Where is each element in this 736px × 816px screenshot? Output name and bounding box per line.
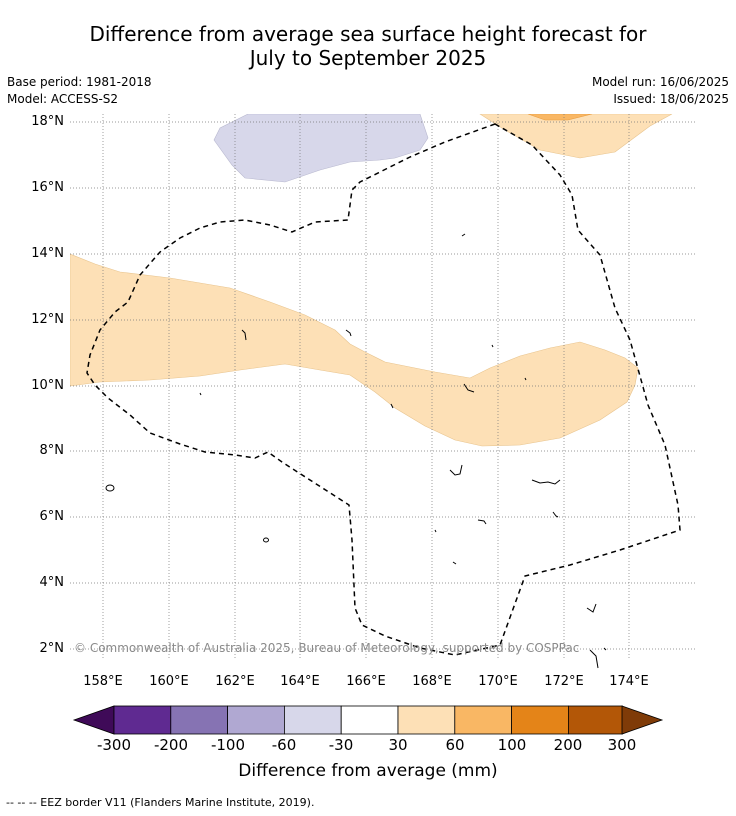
- title-line-2: July to September 2025: [249, 46, 487, 70]
- colorbar-swatch: [170, 705, 229, 735]
- model-name: Model: ACCESS-S2: [7, 92, 119, 106]
- gridlines: [70, 114, 695, 658]
- colorbar-swatch: [568, 705, 623, 735]
- island: [477, 519, 487, 525]
- island: [491, 344, 494, 348]
- eez-legend-note: -- -- -- EEZ border V11 (Flanders Marine…: [6, 796, 315, 809]
- model-run: Model run: 16/06/2025: [591, 75, 729, 89]
- lon-label-158e: 158°E: [83, 674, 123, 689]
- colorbar-tick: 200: [553, 736, 583, 754]
- lon-label-164e: 164°E: [280, 674, 320, 689]
- run-info: Model run: 16/06/2025 Issued: 18/06/2025: [592, 74, 729, 108]
- colorbar-tick: -60: [271, 736, 297, 754]
- island: [589, 649, 599, 669]
- lon-label-166e: 166°E: [346, 674, 386, 689]
- island: [463, 383, 475, 393]
- lat-label-14n: 14°N: [31, 246, 64, 261]
- colorbar-tick: -300: [96, 736, 132, 754]
- island: [552, 511, 559, 518]
- colorbar-tick: -100: [210, 736, 246, 754]
- colorbar: [72, 705, 664, 735]
- lat-label-4n: 4°N: [39, 575, 65, 590]
- colorbar-tick: -200: [153, 736, 189, 754]
- island: [434, 529, 437, 533]
- island: [241, 329, 247, 341]
- lat-label-10n: 10°N: [31, 378, 64, 393]
- colorbar-swatch: [283, 705, 342, 735]
- colorbar-swatch: [113, 705, 172, 735]
- island: [105, 484, 115, 492]
- colorbar-tick: -30: [328, 736, 354, 754]
- colorbar-swatch: [454, 705, 512, 735]
- issued-date: Issued: 18/06/2025: [613, 92, 729, 106]
- copyright-notice: © Commonwealth of Australia 2025, Bureau…: [74, 641, 580, 655]
- islands: [105, 233, 607, 669]
- base-period: Base period: 1981-2018: [7, 75, 152, 89]
- colorbar-swatch: [397, 705, 456, 735]
- island: [199, 392, 202, 396]
- island: [586, 603, 597, 613]
- colorbar-tick: 100: [497, 736, 527, 754]
- colorbar-swatch: [340, 705, 399, 735]
- lat-label-8n: 8°N: [39, 443, 65, 458]
- lat-label-2n: 2°N: [39, 641, 65, 656]
- island: [263, 537, 269, 543]
- colorbar-extend-low: [72, 705, 115, 735]
- island: [452, 561, 457, 565]
- colorbar-title: Difference from average (mm): [238, 761, 498, 781]
- island: [390, 403, 394, 409]
- island: [449, 464, 463, 476]
- lon-label-170e: 170°E: [478, 674, 518, 689]
- lon-label-174e: 174°E: [609, 674, 649, 689]
- island: [524, 377, 527, 381]
- island: [603, 647, 607, 651]
- colorbar-extend-high: [621, 705, 664, 735]
- anomaly-region-orange-north: [527, 114, 593, 121]
- colorbar-swatch: [511, 705, 569, 735]
- colorbar-tick: 60: [445, 736, 465, 754]
- anomaly-region-peach-band: [70, 253, 639, 447]
- title-line-1: Difference from average sea surface heig…: [89, 22, 647, 46]
- lon-label-160e: 160°E: [149, 674, 189, 689]
- lat-label-16n: 16°N: [31, 180, 64, 195]
- base-model-info: Base period: 1981-2018 Model: ACCESS-S2: [7, 74, 152, 108]
- anomaly-region-lavender: [213, 114, 429, 183]
- map-title: Difference from average sea surface heig…: [0, 22, 736, 70]
- lat-label-12n: 12°N: [31, 312, 64, 327]
- colorbar-tick: 300: [607, 736, 637, 754]
- island: [461, 233, 466, 237]
- lon-label-162e: 162°E: [215, 674, 255, 689]
- island: [531, 479, 561, 485]
- lat-label-18n: 18°N: [31, 114, 64, 129]
- lon-label-168e: 168°E: [412, 674, 452, 689]
- anomaly-region-peach-north: [479, 114, 673, 159]
- colorbar-tick: 30: [388, 736, 408, 754]
- colorbar-swatch: [227, 705, 285, 735]
- island: [345, 329, 352, 337]
- lat-label-6n: 6°N: [39, 509, 65, 524]
- lon-label-172e: 172°E: [544, 674, 584, 689]
